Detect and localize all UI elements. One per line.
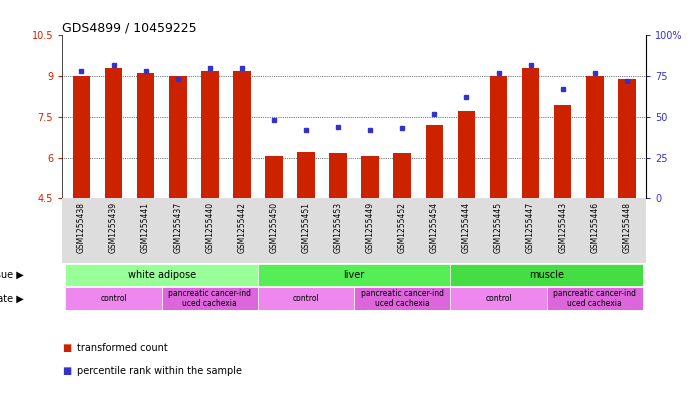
Text: white adipose: white adipose (128, 270, 196, 280)
Text: GSM1255444: GSM1255444 (462, 202, 471, 253)
Bar (137, 73, 154, 198)
Bar (201, 71, 218, 198)
Bar (618, 79, 636, 198)
Bar (457, 111, 475, 198)
Bar (490, 76, 507, 198)
Bar (73, 76, 91, 198)
Text: tissue ▶: tissue ▶ (0, 270, 24, 280)
Bar (233, 71, 251, 198)
Text: GSM1255446: GSM1255446 (590, 202, 599, 253)
Text: muscle: muscle (529, 270, 564, 280)
Text: control: control (485, 294, 512, 303)
Bar (162, 287, 258, 310)
Text: GSM1255437: GSM1255437 (173, 202, 182, 253)
Bar (354, 287, 451, 310)
Bar (426, 125, 443, 198)
Text: percentile rank within the sample: percentile rank within the sample (77, 366, 243, 376)
Text: GSM1255450: GSM1255450 (269, 202, 278, 253)
Bar (105, 68, 122, 198)
Text: transformed count: transformed count (77, 343, 168, 353)
Bar (451, 264, 643, 286)
Bar (361, 156, 379, 198)
Text: pancreatic cancer-ind
uced cachexia: pancreatic cancer-ind uced cachexia (169, 289, 252, 309)
Text: ■: ■ (62, 366, 71, 376)
Bar (66, 264, 258, 286)
Text: ■: ■ (62, 343, 71, 353)
Bar (451, 287, 547, 310)
Bar (258, 287, 354, 310)
Text: GSM1255453: GSM1255453 (334, 202, 343, 253)
Text: pancreatic cancer-ind
uced cachexia: pancreatic cancer-ind uced cachexia (553, 289, 636, 309)
Bar (330, 153, 347, 198)
Text: GSM1255443: GSM1255443 (558, 202, 567, 253)
Text: control: control (100, 294, 127, 303)
Text: GSM1255452: GSM1255452 (398, 202, 407, 253)
Text: control: control (293, 294, 319, 303)
Text: GSM1255451: GSM1255451 (301, 202, 310, 253)
Bar (265, 156, 283, 198)
Text: liver: liver (343, 270, 365, 280)
Text: GSM1255442: GSM1255442 (237, 202, 247, 253)
Bar (522, 68, 540, 198)
Text: GDS4899 / 10459225: GDS4899 / 10459225 (62, 21, 197, 34)
Bar (547, 287, 643, 310)
Text: GSM1255447: GSM1255447 (526, 202, 535, 253)
Text: GSM1255441: GSM1255441 (141, 202, 150, 253)
Text: disease state ▶: disease state ▶ (0, 294, 24, 304)
Text: GSM1255449: GSM1255449 (366, 202, 375, 253)
Text: GSM1255454: GSM1255454 (430, 202, 439, 253)
Bar (586, 76, 603, 198)
Bar (393, 153, 411, 198)
Bar (258, 264, 451, 286)
Bar (297, 152, 315, 198)
Text: GSM1255445: GSM1255445 (494, 202, 503, 253)
Text: GSM1255439: GSM1255439 (109, 202, 118, 253)
Bar (554, 105, 571, 198)
Text: pancreatic cancer-ind
uced cachexia: pancreatic cancer-ind uced cachexia (361, 289, 444, 309)
Bar (66, 287, 162, 310)
Text: GSM1255448: GSM1255448 (623, 202, 632, 253)
Text: GSM1255440: GSM1255440 (205, 202, 214, 253)
Text: GSM1255438: GSM1255438 (77, 202, 86, 253)
Bar (169, 76, 187, 198)
